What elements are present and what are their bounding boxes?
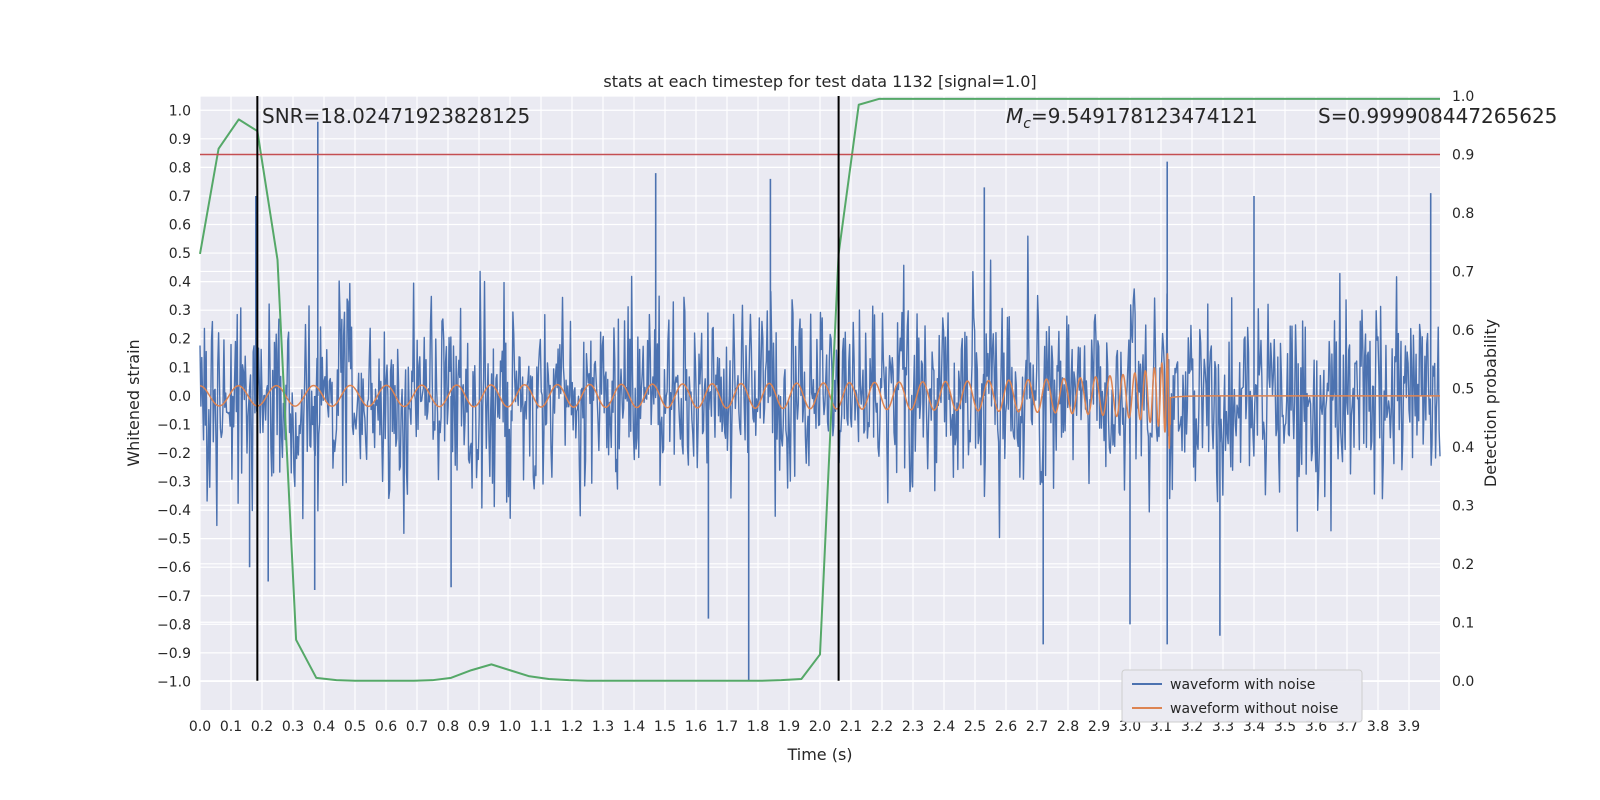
x-tick-label: 1.8 <box>747 719 769 735</box>
x-tick-label: 3.7 <box>1336 719 1358 735</box>
y2-tick-label: 0.2 <box>1452 557 1474 573</box>
legend-label-noise: waveform with noise <box>1170 677 1315 693</box>
y-tick-label: −0.8 <box>157 617 191 633</box>
x-tick-label: 2.0 <box>809 719 831 735</box>
y2-tick-label: 0.4 <box>1452 440 1474 456</box>
x-tick-label: 0.0 <box>189 719 211 735</box>
x-tick-label: 3.2 <box>1181 719 1203 735</box>
y-tick-label: 0.7 <box>169 189 191 205</box>
chirp-mass-subscript: c <box>1023 116 1031 132</box>
y-tick-label: −0.3 <box>157 475 191 491</box>
x-tick-label: 0.5 <box>344 719 366 735</box>
overlay-layer <box>200 96 1440 681</box>
chirp-mass-annotation: Mc=9.549178123474121 <box>1006 104 1258 132</box>
x-tick-labels: 0.0 0.1 0.2 0.3 0.4 0.5 0.6 0.7 0.8 0.9 1.0 1.1 1.2 1… <box>189 719 1420 735</box>
x-tick-label: 1.4 <box>623 719 645 735</box>
chart-title: stats at each timestep for test data 113… <box>603 72 1036 91</box>
legend-label-clean: waveform without noise <box>1170 701 1338 717</box>
x-tick-label: 0.8 <box>437 719 459 735</box>
y2-tick-label: 0.8 <box>1452 206 1474 222</box>
y2-axis-label: Detection probability <box>1481 319 1500 487</box>
detection-probability-line <box>199 97 1440 682</box>
clean-waveform-line <box>200 353 1440 449</box>
y-tick-label: 0.6 <box>169 218 191 234</box>
y-tick-label: −0.1 <box>157 417 191 433</box>
x-tick-label: 0.6 <box>375 719 397 735</box>
y-tick-label: 0.9 <box>169 132 191 148</box>
y-tick-labels: 1.0 0.9 0.8 0.7 0.6 0.5 0.4 0.3 0.2 0.1 0.0 −0.1 −0.… <box>157 103 191 690</box>
x-tick-label: 3.0 <box>1119 719 1141 735</box>
x-tick-label: 0.1 <box>220 719 242 735</box>
x-tick-label: 1.3 <box>592 719 614 735</box>
x-tick-label: 1.2 <box>561 719 583 735</box>
probability-layer <box>199 97 1440 682</box>
y-tick-label: 0.5 <box>169 246 191 262</box>
x-tick-label: 2.1 <box>840 719 862 735</box>
x-tick-label: 3.1 <box>1150 719 1172 735</box>
noise-waveform-line <box>199 235 1441 539</box>
y-tick-label: 0.2 <box>169 332 191 348</box>
x-tick-label: 2.8 <box>1057 719 1079 735</box>
y-tick-label: −0.4 <box>157 503 191 519</box>
x-tick-label: 0.4 <box>313 719 335 735</box>
snr-annotation: SNR=18.02471923828125 <box>262 104 530 128</box>
y-tick-label: −0.2 <box>157 446 191 462</box>
x-tick-label: 3.4 <box>1243 719 1265 735</box>
y2-tick-label: 0.9 <box>1452 147 1474 163</box>
chirp-mass-value: =9.549178123474121 <box>1031 104 1258 128</box>
y2-tick-label: 0.5 <box>1452 381 1474 397</box>
y-tick-label: 0.3 <box>169 303 191 319</box>
y-tick-label: 1.0 <box>169 103 191 119</box>
x-tick-label: 3.8 <box>1367 719 1389 735</box>
x-tick-label: 1.0 <box>499 719 521 735</box>
x-tick-label: 0.9 <box>468 719 490 735</box>
y2-tick-labels: 1.0 0.9 0.8 0.7 0.6 0.5 0.4 0.3 0.2 0.1 0.0 <box>1452 89 1474 690</box>
y-tick-label: −1.0 <box>157 674 191 690</box>
x-tick-label: 0.2 <box>251 719 273 735</box>
y-tick-label: −0.7 <box>157 589 191 605</box>
y-tick-label: 0.1 <box>169 360 191 376</box>
chirp-mass-symbol: M <box>1006 104 1023 128</box>
clean-waveform-layer <box>200 353 1440 449</box>
x-tick-label: 1.6 <box>685 719 707 735</box>
x-tick-label: 0.7 <box>406 719 428 735</box>
x-tick-label: 2.3 <box>902 719 924 735</box>
y-tick-label: −0.6 <box>157 560 191 576</box>
y2-tick-label: 0.1 <box>1452 615 1474 631</box>
x-tick-label: 1.1 <box>530 719 552 735</box>
x-tick-label: 3.3 <box>1212 719 1234 735</box>
y2-tick-label: 0.6 <box>1452 323 1474 339</box>
legend-box <box>1121 669 1363 723</box>
x-tick-label: 2.2 <box>871 719 893 735</box>
x-tick-label: 1.7 <box>716 719 738 735</box>
x-tick-label: 1.5 <box>654 719 676 735</box>
y-tick-label: 0.0 <box>169 389 191 405</box>
x-tick-label: 3.5 <box>1274 719 1296 735</box>
x-tick-label: 0.3 <box>282 719 304 735</box>
x-axis-label: Time (s) <box>786 745 852 764</box>
y-axis-label: Whitened strain <box>124 339 143 466</box>
y2-tick-label: 0.0 <box>1452 674 1474 690</box>
x-tick-label: 2.9 <box>1088 719 1110 735</box>
y-tick-label: 0.8 <box>169 160 191 176</box>
x-tick-label: 2.4 <box>933 719 955 735</box>
x-tick-label: 2.5 <box>964 719 986 735</box>
x-tick-label: 2.7 <box>1026 719 1048 735</box>
y2-tick-label: 0.7 <box>1452 264 1474 280</box>
noise-waveform-layer <box>199 121 1441 682</box>
x-tick-label: 2.6 <box>995 719 1017 735</box>
score-annotation: S=0.999908447265625 <box>1318 104 1557 128</box>
y-tick-label: 0.4 <box>169 275 191 291</box>
y2-tick-label: 1.0 <box>1452 89 1474 105</box>
y2-tick-label: 0.3 <box>1452 498 1474 514</box>
x-tick-label: 1.9 <box>778 719 800 735</box>
x-tick-label: 3.9 <box>1398 719 1420 735</box>
x-tick-label: 3.6 <box>1305 719 1327 735</box>
y-tick-label: −0.5 <box>157 532 191 548</box>
legend: waveform with noise waveform without noi… <box>1121 669 1363 723</box>
y-tick-label: −0.9 <box>157 646 191 662</box>
